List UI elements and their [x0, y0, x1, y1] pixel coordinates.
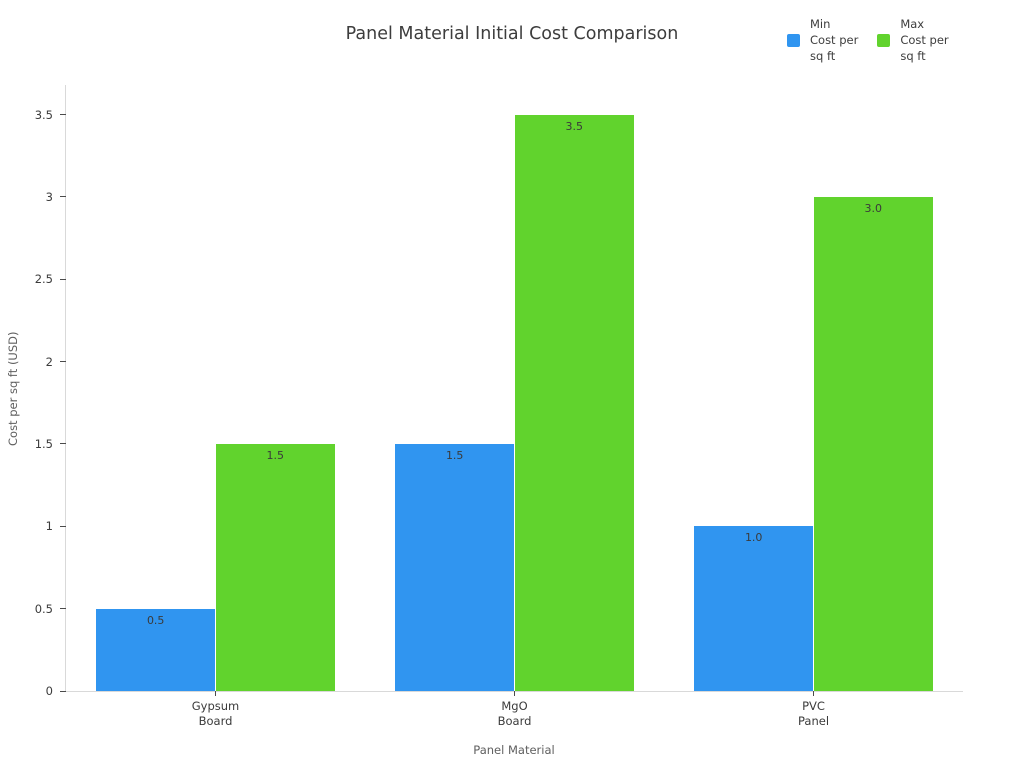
- x-axis-title: Panel Material: [473, 743, 555, 757]
- bar-max-0: [215, 444, 336, 691]
- y-axis-tick: [60, 114, 66, 116]
- y-axis-tick: [60, 278, 66, 280]
- bar-value-label: 1.5: [445, 448, 464, 462]
- y-axis-tick: [60, 361, 66, 363]
- bar-value-label: 0.5: [146, 613, 165, 627]
- y-axis-tick-label: 2: [45, 354, 53, 369]
- x-axis-category-label: PVC Panel: [797, 699, 830, 728]
- bar-value-label: 1.5: [266, 448, 285, 462]
- legend-item-min[interactable]: Min Cost per sq ft: [787, 16, 858, 64]
- legend-item-max[interactable]: Max Cost per sq ft: [877, 16, 949, 64]
- plot-area: 0 0.5 1 1.5 2 2.5 3 3.5 0.5 1.5 Gypsum Board 1.5 3.5…: [35, 85, 963, 728]
- y-axis-tick-label: 3: [45, 189, 53, 204]
- legend-label-max: Max Cost per sq ft: [900, 17, 949, 63]
- bar-min-1: [394, 444, 515, 691]
- y-axis-tick-label: 0.5: [34, 601, 53, 616]
- x-axis-category-label: Gypsum Board: [191, 699, 240, 728]
- x-axis-tick: [813, 691, 814, 696]
- x-axis-tick: [215, 691, 216, 696]
- y-axis-tick: [60, 608, 66, 610]
- legend-swatch-min-icon: [787, 34, 800, 47]
- bar-value-label: 3.5: [565, 119, 584, 133]
- y-axis-tick: [60, 525, 66, 527]
- bar-max-1: [514, 114, 635, 691]
- bar-max-2: [813, 196, 934, 691]
- x-axis-category-label: MgO Board: [497, 699, 532, 728]
- y-axis-tick-label: 1: [45, 519, 53, 534]
- bar-min-0: [95, 608, 216, 691]
- y-axis-tick: [60, 196, 66, 198]
- y-axis-tick-label: 3.5: [34, 107, 53, 122]
- chart-title: Panel Material Initial Cost Comparison: [345, 24, 679, 44]
- legend-swatch-max-icon: [877, 34, 891, 47]
- y-axis-tick-label: 1.5: [34, 436, 53, 451]
- legend-label-min: Min Cost per sq ft: [810, 17, 859, 63]
- x-axis-tick: [514, 691, 515, 696]
- bar-min-2: [693, 526, 814, 691]
- legend: Min Cost per sq ft Max Cost per sq ft: [787, 16, 949, 64]
- bar-value-label: 3.0: [864, 201, 883, 215]
- y-axis-tick-label: 2.5: [34, 272, 53, 287]
- y-axis-tick-label: 0: [45, 684, 53, 698]
- y-axis-tick: [60, 443, 66, 445]
- bar-value-label: 1.0: [744, 531, 763, 545]
- y-axis-title: Cost per sq ft (USD): [6, 331, 20, 446]
- y-axis-tick: [60, 690, 66, 692]
